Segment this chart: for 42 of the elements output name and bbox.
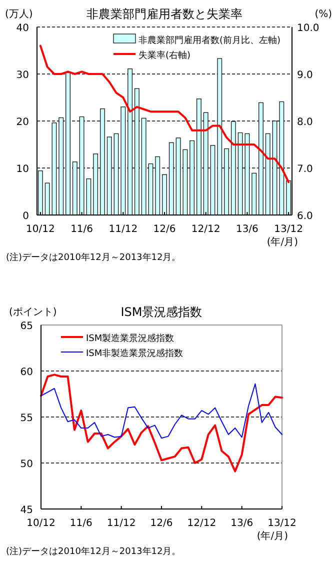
y2-tick-label: 9.0 — [297, 70, 313, 81]
y2-tick-label: 6.0 — [297, 211, 313, 222]
y-tick-label: 30 — [16, 70, 29, 81]
y2-tick-label: 8.0 — [297, 117, 313, 128]
text: (注)データは2010年12月～2013年12月。 — [6, 252, 181, 263]
y-tick-label: 20 — [16, 117, 29, 128]
y-tick-label: 0 — [22, 211, 29, 222]
x-tick-label: 13/12 — [274, 224, 303, 235]
x-tick-label: 12/6 — [150, 518, 173, 529]
y2-tick-label: 7.0 — [297, 164, 313, 175]
y-tick-label: 65 — [20, 321, 33, 332]
text: (注)データは2010年12月～2013年12月。 — [6, 546, 181, 557]
y-tick-label: 60 — [20, 367, 33, 378]
y-axis-title: (ポイント) — [9, 307, 57, 318]
y-tick-label: 55 — [20, 413, 33, 424]
x-tick-label: 10/12 — [26, 518, 56, 529]
legend-label: 失業率(右軸) — [138, 50, 191, 61]
x-tick-label: 12/6 — [153, 224, 176, 235]
y2-axis-title: (%) — [314, 9, 332, 20]
x-tick-label: 12/12 — [191, 224, 220, 235]
y-tick-label: 40 — [16, 23, 29, 34]
x-axis-title: (年/月) — [266, 236, 298, 248]
x-tick-label: 12/12 — [187, 518, 216, 529]
x-tick-label: 10/12 — [26, 224, 55, 235]
legend-label: ISM非製造業景況感指数 — [86, 348, 184, 359]
y-tick-label: 10 — [16, 164, 29, 175]
x-tick-label: 11/6 — [70, 518, 92, 529]
x-tick-label: 13/6 — [230, 518, 254, 529]
chart-title: 非農業部門雇用者数と失業率 — [86, 7, 242, 21]
y2-tick-label: 10.0 — [297, 23, 320, 34]
chart-title: ISM景況感指数 — [120, 305, 202, 319]
legend-label: 非農業部門雇用者数(前月比、左軸) — [138, 35, 281, 46]
x-tick-label: 11/12 — [106, 518, 136, 529]
y-tick-label: 50 — [20, 459, 33, 470]
x-tick-label: 11/12 — [108, 224, 138, 235]
y-axis-title: (万人) — [5, 9, 33, 20]
x-tick-label: 11/6 — [70, 224, 94, 235]
x-axis-title: (年/月) — [256, 530, 288, 542]
x-tick-label: 13/12 — [268, 518, 296, 529]
x-tick-label: 13/6 — [236, 224, 258, 235]
y-tick-label: 45 — [20, 505, 33, 516]
legend-label: ISM製造業景況感指数 — [86, 333, 174, 344]
